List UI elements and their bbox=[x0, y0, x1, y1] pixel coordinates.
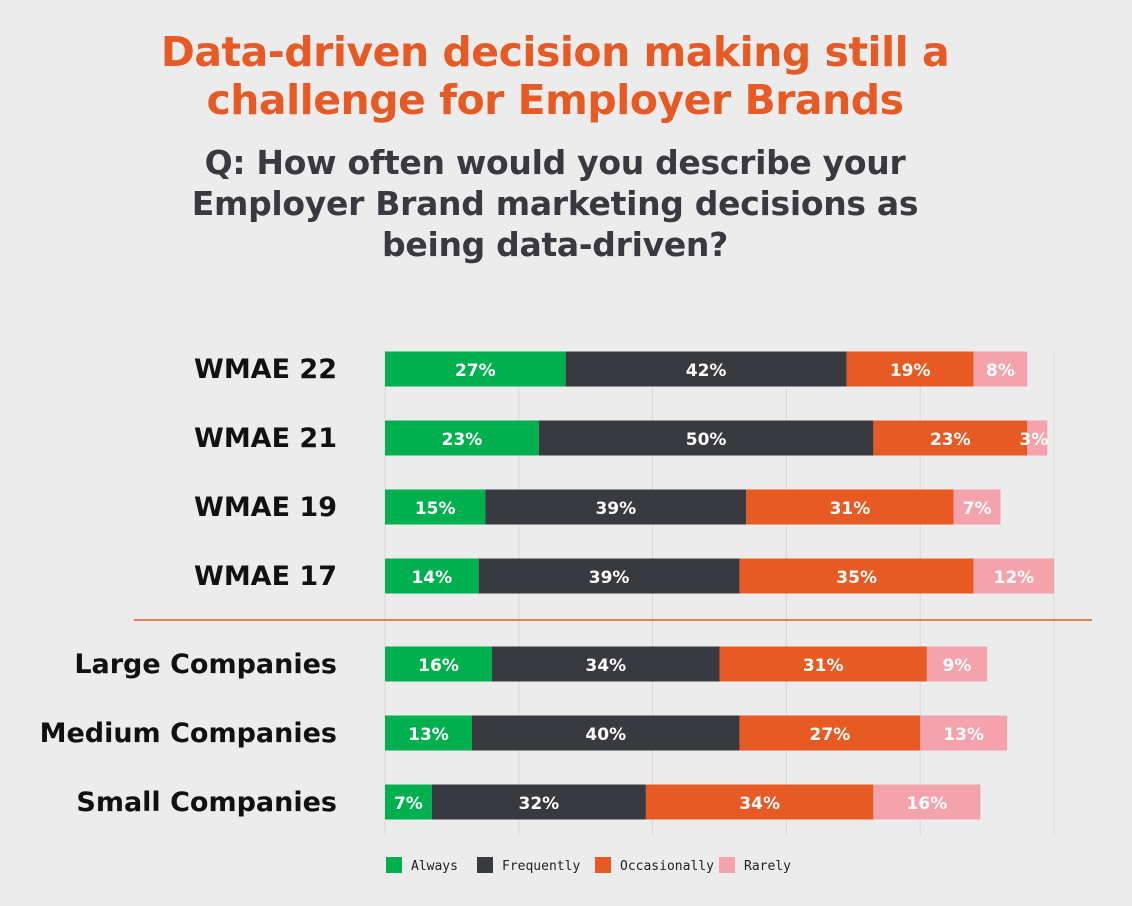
bar-segment-occasionally bbox=[719, 646, 927, 682]
bar-segment-frequently bbox=[565, 351, 847, 387]
row-label: Large Companies bbox=[74, 649, 337, 680]
legend-label: Rarely bbox=[744, 859, 791, 874]
row-label: WMAE 17 bbox=[194, 561, 337, 592]
data-label: 14% bbox=[411, 568, 452, 588]
bar-segment-rarely bbox=[973, 558, 1054, 594]
data-label: 23% bbox=[442, 430, 483, 450]
question-line-3: being data-driven? bbox=[382, 225, 728, 264]
bar-segment-rarely bbox=[953, 489, 1001, 525]
data-label: 35% bbox=[836, 568, 877, 588]
data-label: 31% bbox=[803, 656, 844, 676]
bar-segment-always bbox=[385, 351, 566, 387]
bar-segment-always bbox=[385, 558, 479, 594]
data-label: 9% bbox=[943, 656, 972, 676]
row-label: WMAE 22 bbox=[194, 354, 337, 385]
bar-segment-frequently bbox=[538, 420, 874, 456]
bar-segment-always bbox=[385, 646, 493, 682]
row-label: WMAE 21 bbox=[194, 423, 337, 454]
bar-segment-occasionally bbox=[645, 784, 874, 820]
legend-swatch-always bbox=[386, 857, 402, 873]
data-label: 7% bbox=[963, 499, 992, 519]
bar-segment-occasionally bbox=[746, 489, 954, 525]
data-label: 19% bbox=[890, 361, 931, 381]
bar-segment-frequently bbox=[471, 715, 740, 751]
data-label: 34% bbox=[739, 794, 780, 814]
question-line-1: Q: How often would you describe your bbox=[204, 143, 906, 182]
data-label: 3% bbox=[1019, 430, 1048, 450]
data-label: 13% bbox=[408, 725, 449, 745]
data-label: 7% bbox=[394, 794, 423, 814]
chart-question: Q: How often would you describe your Emp… bbox=[0, 142, 1110, 265]
bar-segment-frequently bbox=[431, 784, 646, 820]
data-label: 16% bbox=[418, 656, 459, 676]
legend-label: Occasionally bbox=[620, 859, 714, 874]
bar-segment-occasionally bbox=[739, 558, 974, 594]
data-label: 42% bbox=[686, 361, 727, 381]
bar-segment-occasionally bbox=[739, 715, 921, 751]
row-label: WMAE 19 bbox=[194, 492, 337, 523]
bar-segment-frequently bbox=[478, 558, 740, 594]
data-label: 27% bbox=[455, 361, 496, 381]
data-label: 16% bbox=[907, 794, 948, 814]
data-label: 8% bbox=[986, 361, 1015, 381]
data-label: 39% bbox=[589, 568, 630, 588]
data-label: 32% bbox=[519, 794, 560, 814]
bar-segment-always bbox=[385, 715, 472, 751]
chart-title: Data-driven decision making still a chal… bbox=[0, 28, 1110, 124]
legend-swatch-frequently bbox=[477, 857, 493, 873]
bar-segment-rarely bbox=[873, 784, 981, 820]
bar-segment-always bbox=[385, 489, 486, 525]
row-label: Small Companies bbox=[76, 787, 337, 818]
bar-segment-rarely bbox=[973, 351, 1028, 387]
data-label: 50% bbox=[686, 430, 727, 450]
bar-segment-occasionally bbox=[873, 420, 1028, 456]
row-label: Medium Companies bbox=[40, 718, 337, 749]
bar-segment-frequently bbox=[492, 646, 720, 682]
legend-label: Always bbox=[411, 859, 458, 874]
bar-segment-rarely bbox=[1027, 420, 1048, 456]
data-label: 40% bbox=[585, 725, 626, 745]
question-line-2: Employer Brand marketing decisions as bbox=[191, 184, 919, 223]
legend-label: Frequently bbox=[502, 859, 580, 874]
data-label: 12% bbox=[994, 568, 1035, 588]
bar-segment-rarely bbox=[920, 715, 1008, 751]
data-label: 31% bbox=[830, 499, 871, 519]
data-label: 39% bbox=[595, 499, 636, 519]
title-line-2: challenge for Employer Brands bbox=[206, 76, 904, 124]
bar-segment-rarely bbox=[926, 646, 988, 682]
legend-swatch-occasionally bbox=[595, 857, 611, 873]
bar-segment-frequently bbox=[485, 489, 747, 525]
data-label: 27% bbox=[810, 725, 851, 745]
bar-segment-always bbox=[385, 784, 432, 820]
data-label: 34% bbox=[585, 656, 626, 676]
title-line-1: Data-driven decision making still a bbox=[160, 28, 950, 76]
data-label: 23% bbox=[930, 430, 971, 450]
legend-swatch-rarely bbox=[719, 857, 735, 873]
bar-segment-always bbox=[385, 420, 539, 456]
data-label: 15% bbox=[415, 499, 456, 519]
data-label: 13% bbox=[943, 725, 984, 745]
bar-segment-occasionally bbox=[846, 351, 974, 387]
